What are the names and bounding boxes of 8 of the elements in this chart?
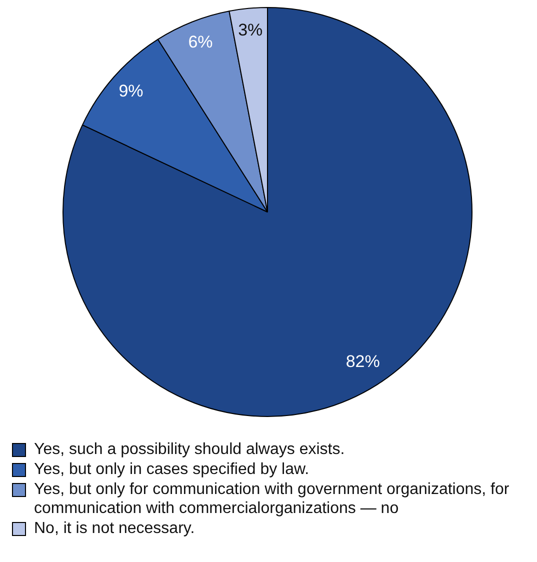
- data-label: 6%: [188, 32, 213, 52]
- data-label: 9%: [118, 81, 144, 100]
- data-label: 3%: [238, 20, 263, 40]
- legend-label: Yes, but only in cases specified by law.: [34, 460, 310, 479]
- data-label: 82%: [346, 352, 380, 371]
- legend-label: Yes, such a possibility should always exists.: [34, 440, 345, 459]
- legend-label: No, it is not necessary.: [34, 519, 195, 538]
- legend-label: Yes, but only for communication with government organizations, for communication with commercialorganizations — no: [34, 480, 510, 518]
